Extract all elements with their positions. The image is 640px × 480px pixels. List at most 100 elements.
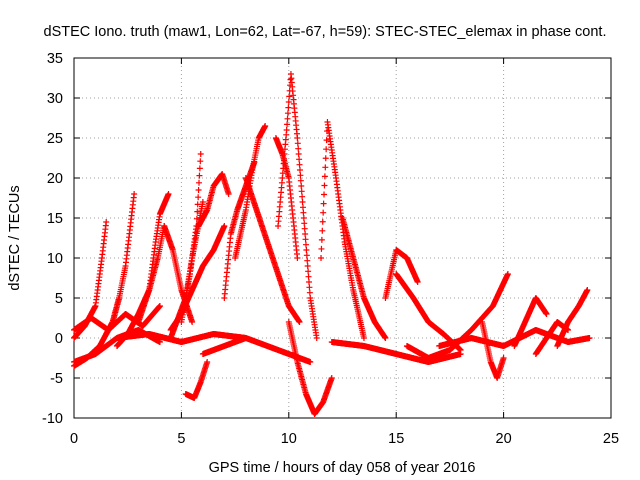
- data-point: [296, 319, 303, 325]
- data-point: [131, 191, 138, 197]
- x-tick-label: 5: [177, 431, 185, 447]
- y-tick-label: 35: [47, 51, 63, 67]
- data-point: [297, 172, 304, 179]
- data-series: [103, 191, 138, 337]
- data-point: [457, 351, 464, 357]
- x-tick-label: 15: [388, 431, 404, 447]
- chart-title: dSTEC Iono. truth (maw1, Lon=62, Lat=-67…: [44, 24, 607, 40]
- data-point: [197, 158, 204, 165]
- data-point: [283, 127, 290, 133]
- data-point: [382, 335, 389, 341]
- data-point: [299, 204, 306, 211]
- data-point: [302, 231, 309, 237]
- data-point: [323, 146, 330, 153]
- data-point: [294, 135, 301, 141]
- data-point: [286, 93, 293, 100]
- data-series: [135, 191, 172, 325]
- data-point: [305, 279, 312, 285]
- data-point: [204, 359, 211, 365]
- data-point: [360, 335, 367, 341]
- data-point: [302, 241, 309, 248]
- data-point: [294, 255, 301, 261]
- data-point: [196, 172, 203, 179]
- data-point: [195, 187, 202, 193]
- data-point: [321, 173, 328, 180]
- data-point: [321, 182, 328, 189]
- data-point: [584, 287, 591, 293]
- data-point: [189, 319, 196, 325]
- data-point: [543, 311, 550, 317]
- data-point: [194, 201, 201, 208]
- data-series: [285, 319, 335, 417]
- data-point: [320, 209, 327, 216]
- data-point: [301, 220, 308, 227]
- data-point: [504, 271, 511, 277]
- data-point: [294, 140, 301, 147]
- data-point: [321, 191, 328, 198]
- data-point: [414, 279, 421, 285]
- data-series: [479, 319, 507, 381]
- data-series: [232, 123, 269, 261]
- data-point: [298, 183, 305, 189]
- data-point: [296, 167, 303, 173]
- data-point: [284, 121, 291, 128]
- data-point: [284, 115, 291, 122]
- data-series: [242, 175, 303, 325]
- data-point: [322, 164, 329, 171]
- data-series: [71, 327, 163, 365]
- data-point: [285, 104, 292, 111]
- grid: [74, 58, 611, 418]
- data-point: [197, 151, 204, 157]
- data-point: [285, 99, 292, 105]
- data-point: [284, 110, 291, 117]
- data-point: [305, 273, 312, 280]
- data-point: [299, 199, 306, 205]
- data-point: [225, 191, 232, 197]
- y-tick-label: 30: [47, 91, 63, 107]
- x-tick-label: 0: [70, 431, 78, 447]
- data-point: [299, 193, 306, 200]
- data-point: [307, 359, 314, 365]
- data-point: [318, 255, 325, 261]
- data-point: [306, 289, 313, 296]
- data-point: [300, 215, 307, 221]
- data-series: [436, 327, 593, 349]
- data-point: [298, 188, 305, 195]
- data-point: [193, 215, 200, 222]
- y-tick-label: 5: [55, 291, 63, 307]
- data-point: [295, 151, 302, 157]
- y-tick-label: 10: [47, 251, 63, 267]
- data-series: [182, 359, 211, 401]
- data-point: [500, 355, 507, 361]
- y-tick-label: -10: [42, 411, 63, 427]
- data-point: [313, 335, 320, 341]
- data-point: [296, 156, 303, 163]
- y-axis-label: dSTEC / TECUs: [7, 185, 23, 290]
- data-point: [165, 191, 172, 197]
- y-tick-label: -5: [50, 371, 63, 387]
- data-point: [322, 155, 329, 162]
- data-point: [319, 227, 326, 234]
- data-point: [303, 247, 310, 253]
- data-point: [221, 223, 228, 229]
- y-tick-label: 15: [47, 211, 63, 227]
- data-series: [339, 215, 389, 341]
- data-point: [301, 225, 308, 232]
- data-point: [304, 263, 311, 269]
- plot-frame: [73, 57, 612, 419]
- data-point: [196, 165, 203, 172]
- data-point: [195, 194, 202, 201]
- data-point: [297, 177, 304, 184]
- y-tick-label: 0: [55, 331, 63, 347]
- data-series: [221, 159, 258, 301]
- data-point: [196, 179, 203, 186]
- data-point: [103, 219, 110, 225]
- data-point: [323, 137, 330, 144]
- x-tick-label: 20: [496, 431, 512, 447]
- data-point: [287, 76, 294, 83]
- y-tick-label: 25: [47, 131, 63, 147]
- data-point: [305, 268, 312, 275]
- data-series: [328, 339, 464, 365]
- data-point: [303, 252, 310, 259]
